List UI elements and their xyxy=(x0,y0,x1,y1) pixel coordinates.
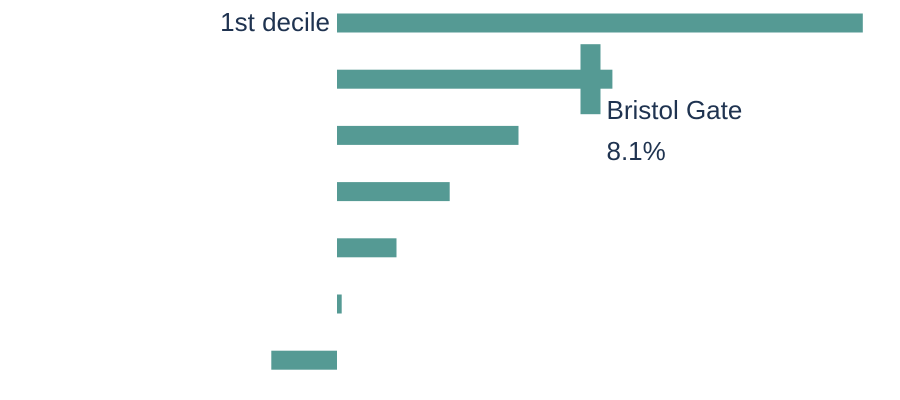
marker-label: Bristol Gate xyxy=(607,95,743,125)
marker-value-label: 8.1% xyxy=(607,136,666,166)
marker-vertical-bar xyxy=(580,44,601,115)
bar xyxy=(337,13,863,33)
category-labels-group: 1st decile xyxy=(220,7,330,37)
bars-group xyxy=(271,13,863,370)
bar xyxy=(337,69,613,89)
bar xyxy=(337,125,519,145)
bar xyxy=(271,350,337,370)
category-label: 1st decile xyxy=(220,7,330,37)
bar xyxy=(337,294,342,314)
bar xyxy=(337,238,397,258)
bar xyxy=(337,182,450,202)
bristol-gate-marker: Bristol Gate 8.1% xyxy=(580,44,743,166)
